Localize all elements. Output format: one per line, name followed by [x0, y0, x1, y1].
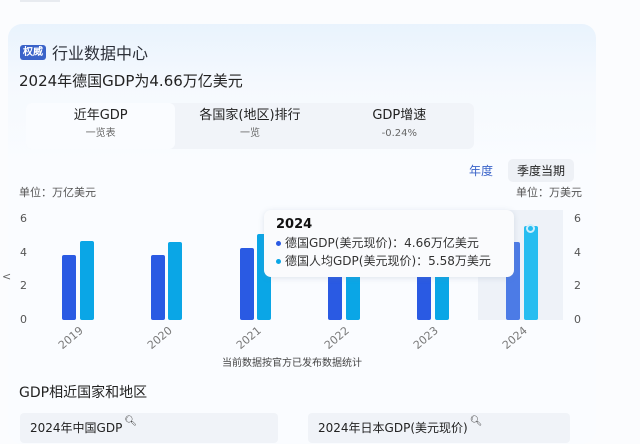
right-axis-unit: 单位：万美元 — [516, 186, 582, 199]
tab-country-ranking[interactable]: 各国家(地区)排行 一览 — [175, 103, 324, 149]
tab-sub: 一览表 — [85, 128, 116, 139]
bar-gdp-2021[interactable] — [240, 248, 254, 320]
tooltip-per-capita-text: 德国人均GDP(美元现价)：5.58万美元 — [285, 254, 491, 268]
y-tick-left: 0 — [20, 313, 27, 326]
y-tick-right: 0 — [574, 313, 581, 326]
tab-sub: 一览 — [239, 128, 260, 139]
related-item-label: 2024年中国GDP — [30, 421, 123, 435]
search-icon: 🔍︎ — [469, 416, 483, 427]
authority-badge: 权威 — [20, 44, 46, 60]
y-tick-right: 2 — [574, 279, 581, 292]
tooltip-row-gdp: 德国GDP(美元现价)：4.66万亿美元 — [276, 234, 502, 252]
related-item-china-gdp[interactable]: 2024年中国GDP 🔍︎ — [20, 413, 278, 443]
quarterly-button[interactable]: 季度当期 — [508, 159, 575, 182]
related-section-title: GDP相近国家和地区 — [19, 385, 148, 401]
chevron-left-icon[interactable]: < — [2, 270, 12, 283]
tab-label: 近年GDP — [73, 108, 128, 123]
bar-gdp-2019[interactable] — [62, 255, 76, 320]
tab-bar: 近年GDP 一览表 各国家(地区)排行 一览 GDP增速 -0.24% — [26, 103, 474, 149]
tab-sub: -0.24% — [381, 128, 418, 139]
related-item-japan-gdp[interactable]: 2024年日本GDP(美元现价) 🔍︎ — [308, 413, 570, 443]
tooltip-year: 2024 — [276, 217, 313, 232]
y-tick-right: 6 — [574, 212, 581, 225]
hover-point-marker — [526, 224, 535, 233]
data-footnote: 当前数据按官方已发布数据统计 — [222, 358, 362, 369]
series-dot-icon — [276, 258, 281, 264]
card-title[interactable]: 行业数据中心 — [52, 44, 149, 63]
headline-gdp: 2024年德国GDP为4.66万亿美元 — [19, 72, 243, 90]
y-tick-left: 6 — [20, 212, 27, 225]
chart-tooltip: 2024 德国GDP(美元现价)：4.66万亿美元 德国人均GDP(美元现价)：… — [264, 210, 514, 277]
bar-per-capita-2020[interactable] — [168, 242, 182, 320]
tab-recent-gdp[interactable]: 近年GDP 一览表 — [26, 103, 176, 149]
top-divider — [20, 0, 60, 2]
search-icon: 🔍︎ — [124, 416, 138, 427]
tooltip-gdp-text: 德国GDP(美元现价)：4.66万亿美元 — [285, 236, 479, 250]
bar-per-capita-2019[interactable] — [80, 241, 94, 320]
tab-gdp-growth[interactable]: GDP增速 -0.24% — [325, 103, 474, 149]
annual-button[interactable]: 年度 — [469, 164, 494, 178]
series-dot-icon — [276, 240, 281, 246]
bar-per-capita-2024[interactable] — [524, 226, 538, 320]
card-header: 权威 行业数据中心 — [20, 40, 148, 64]
bar-gdp-2020[interactable] — [151, 255, 165, 320]
period-toggle: 年度 季度当期 — [460, 159, 575, 182]
y-tick-left: 4 — [20, 246, 27, 259]
tab-label: 各国家(地区)排行 — [199, 108, 301, 123]
related-item-label: 2024年日本GDP(美元现价) — [318, 421, 468, 435]
tab-label: GDP增速 — [372, 108, 427, 123]
y-tick-left: 2 — [20, 279, 27, 292]
y-tick-right: 4 — [574, 246, 581, 259]
tooltip-row-per-capita: 德国人均GDP(美元现价)：5.58万美元 — [276, 252, 502, 270]
left-axis-unit: 单位：万亿美元 — [19, 186, 96, 199]
